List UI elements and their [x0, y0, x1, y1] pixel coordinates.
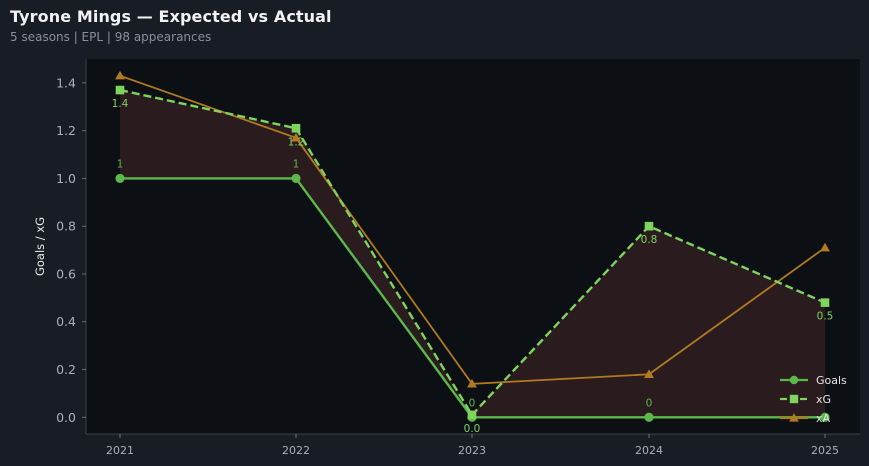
- legend-marker-xa: [789, 413, 799, 422]
- x-tick-label: 2021: [106, 444, 134, 457]
- data-label-goals: 0: [646, 397, 653, 409]
- x-tick-label: 2023: [458, 444, 486, 457]
- y-tick-label: 0.4: [56, 314, 76, 329]
- data-point-goals: [115, 173, 125, 184]
- legend-marker-xg: [789, 394, 799, 404]
- data-point-xa: [291, 132, 301, 142]
- data-label-goals: 1: [293, 158, 300, 170]
- y-tick-label: 0.2: [56, 362, 76, 377]
- data-point-xg: [291, 123, 301, 133]
- x-tick-label: 2025: [811, 444, 839, 457]
- series-xg: [115, 85, 830, 420]
- data-point-xa: [644, 369, 654, 378]
- fill-layer: [120, 90, 825, 418]
- legend: Goals xG xA: [780, 374, 847, 425]
- chart-header: Tyrone Mings — Expected vs Actual 5 seas…: [10, 7, 332, 44]
- goals-xg-fill-area: [120, 90, 825, 418]
- data-point-goals: [291, 173, 301, 184]
- data-point-xg: [115, 85, 125, 95]
- y-tick-label: 1.0: [56, 171, 76, 186]
- legend-item-goals: Goals: [780, 374, 847, 387]
- chart-subtitle: 5 seasons | EPL | 98 appearances: [10, 30, 212, 44]
- data-label-goals: 0: [469, 397, 476, 409]
- legend-item-xa: xA: [780, 412, 831, 425]
- data-label-xg: 0.8: [641, 234, 658, 246]
- series-xa: [115, 70, 830, 388]
- y-axis-label: Goals / xG: [33, 217, 47, 276]
- y-tick-label: 0.8: [56, 219, 76, 234]
- data-label-goals: 1: [117, 158, 124, 170]
- data-label-xg: 1.4: [112, 98, 129, 110]
- data-point-goals: [820, 412, 830, 422]
- legend-label-xg: xG: [816, 393, 831, 406]
- chart-title: Tyrone Mings — Expected vs Actual: [10, 7, 332, 26]
- data-label-xg: 0.0: [464, 423, 481, 435]
- data-point-xg: [644, 221, 654, 231]
- data-point-xa: [467, 378, 477, 388]
- data-label-xg: 1.2: [288, 136, 305, 148]
- x-tick-label: 2024: [635, 444, 663, 457]
- y-tick-label: 0.0: [56, 410, 76, 425]
- y-tick-label: 0.6: [56, 266, 76, 281]
- legend-marker-goals: [789, 375, 799, 385]
- data-point-xg: [820, 298, 830, 307]
- data-labels-layer: 1 1 0 0 1.4 1.2 0.0 0.8 0.5: [112, 98, 834, 435]
- y-tick-label: 1.4: [56, 75, 76, 90]
- data-point-xa: [820, 242, 830, 252]
- legend-label-xa: xA: [816, 412, 831, 425]
- x-tick-label: 2022: [282, 444, 310, 457]
- legend-item-xg: xG: [780, 393, 831, 406]
- y-tick-label: 1.2: [56, 123, 76, 138]
- data-label-xg: 0.5: [817, 311, 834, 323]
- data-point-goals: [644, 412, 654, 422]
- legend-label-goals: Goals: [816, 374, 847, 387]
- data-point-xa: [115, 70, 125, 80]
- data-point-xg: [467, 410, 477, 420]
- axes-layer: 0.0 0.2 0.4 0.6 0.8 1.0 1.2 1.4 2021 2022 2023 2024…: [33, 59, 860, 457]
- series-layer: [115, 70, 830, 422]
